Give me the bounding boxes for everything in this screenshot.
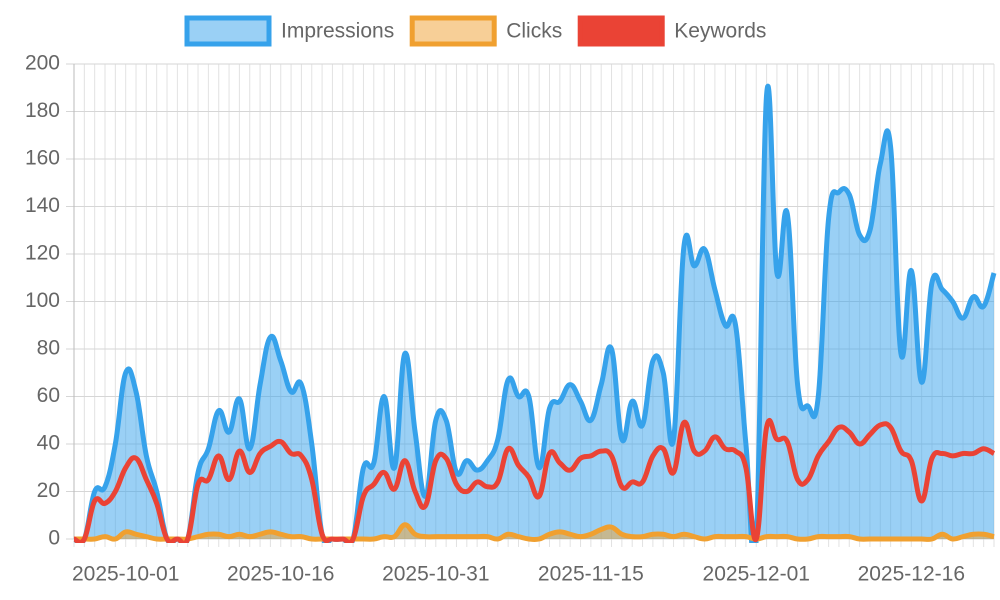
x-tick-label: 2025-10-31 (382, 563, 489, 586)
x-tick-label: 2025-11-15 (538, 563, 644, 586)
y-tick-label: 0 (48, 527, 60, 550)
legend-label: Impressions (281, 20, 394, 43)
legend-label: Keywords (674, 20, 766, 43)
x-tick-label: 2025-12-01 (703, 563, 810, 586)
plot-area (72, 83, 997, 543)
legend-swatch (184, 15, 272, 47)
y-tick-label: 100 (25, 289, 60, 312)
y-tick-label: 180 (25, 99, 60, 122)
x-tick-label: 2025-10-01 (72, 563, 179, 586)
x-tick-label: 2025-10-16 (227, 563, 334, 586)
y-tick-label: 40 (37, 432, 60, 455)
y-tick-label: 80 (37, 337, 60, 360)
y-tick-label: 160 (25, 147, 60, 170)
y-tick-label: 120 (25, 242, 60, 265)
legend-swatch (409, 15, 497, 47)
line (73, 522, 995, 543)
y-tick-label: 60 (37, 384, 60, 407)
y-tick-label: 20 (37, 479, 60, 502)
legend-label: Clicks (506, 20, 562, 43)
y-tick-label: 200 (25, 52, 60, 75)
legend-swatch (577, 15, 665, 47)
y-tick-label: 140 (25, 194, 60, 217)
line (72, 83, 997, 543)
x-tick-label: 2025-12-16 (858, 563, 965, 586)
line (73, 417, 996, 543)
